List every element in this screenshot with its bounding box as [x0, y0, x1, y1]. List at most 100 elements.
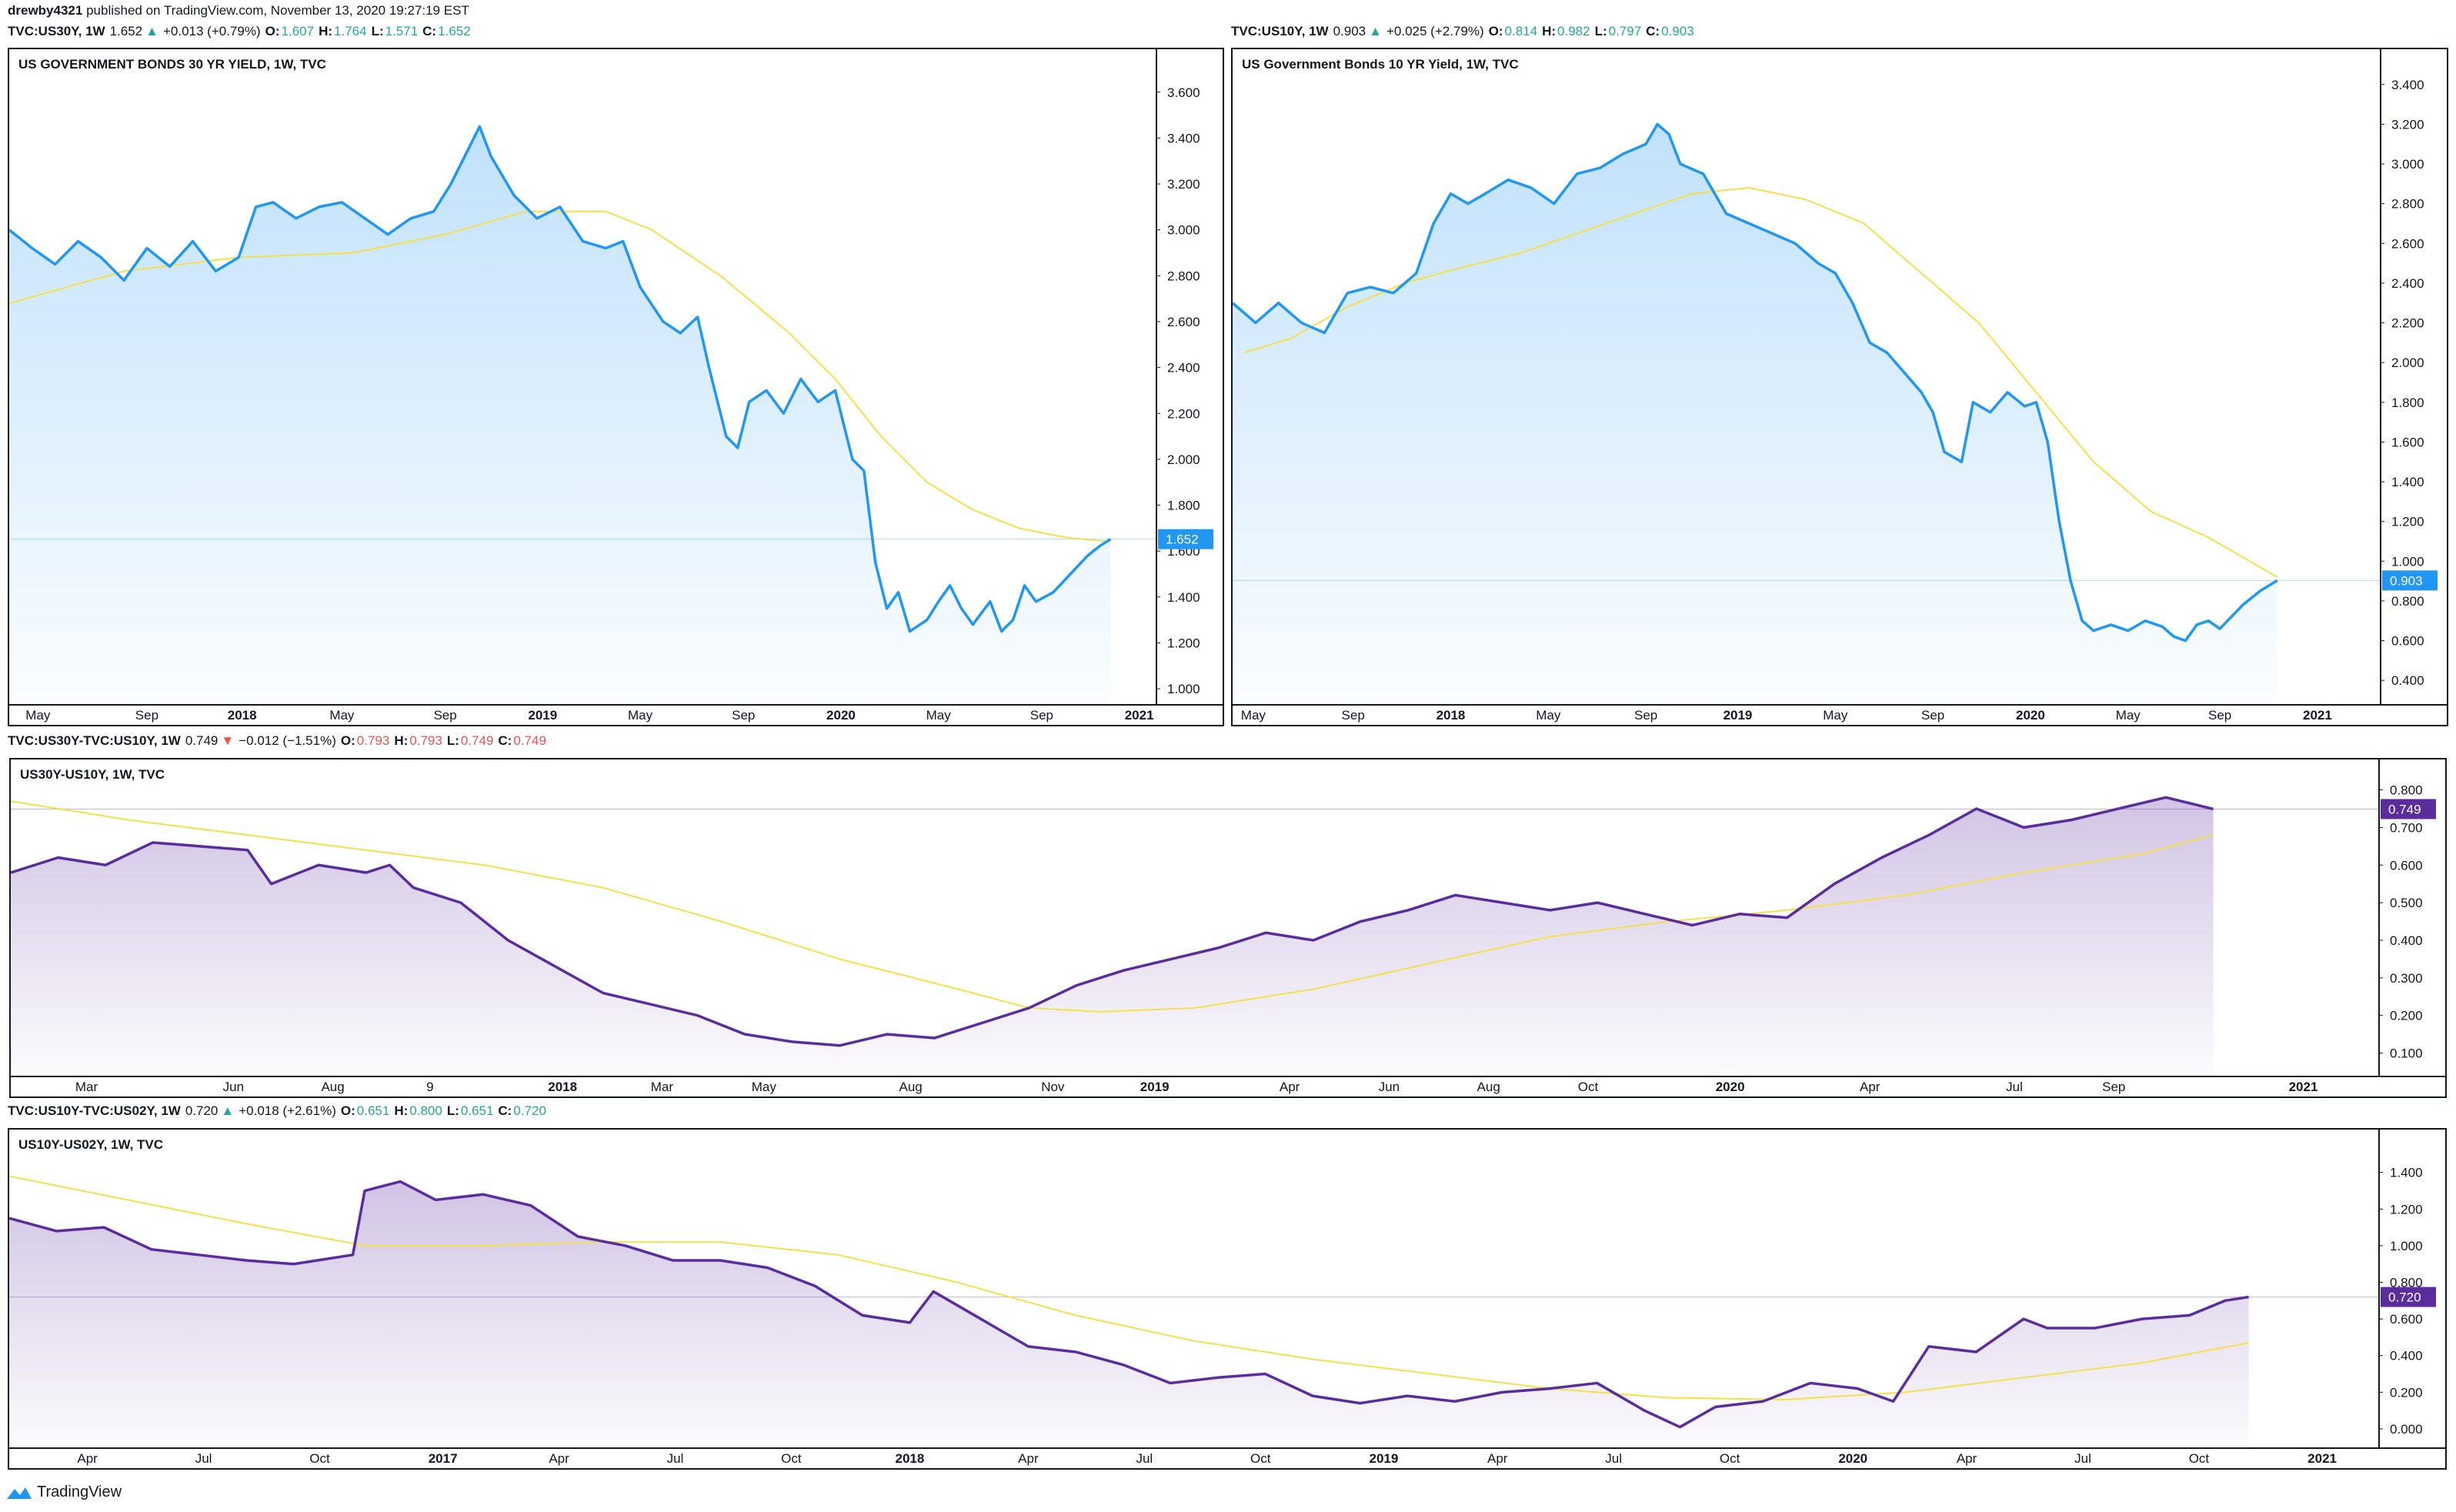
y-tick-label: 2.400	[2391, 276, 2424, 291]
last-price-badge	[2381, 799, 2436, 819]
chart-svg-us30y[interactable]: 3.600 3.400 3.200 3.000 2.800 2.600 2.400 2.200…	[8, 49, 1223, 725]
legend-c-label: C:	[498, 733, 512, 748]
legend-change: −0.012 (−1.51%)	[239, 733, 336, 748]
legend-arrow: ▲	[145, 24, 159, 38]
x-tick-label: Oct	[1578, 1080, 1599, 1094]
x-tick-label: May	[329, 708, 355, 723]
x-tick-label: Jul	[1136, 1451, 1153, 1466]
x-tick-label: Apr	[1957, 1451, 1977, 1466]
legend-open: 0.814	[1504, 24, 1538, 38]
y-tick-label: 1.600	[2391, 435, 2424, 449]
y-tick-label: 2.200	[2391, 316, 2424, 331]
moving-average-line	[10, 800, 2214, 1013]
y-tick-label: 1.400	[2391, 475, 2424, 489]
series-area-fill	[9, 126, 1111, 705]
y-tick-label: 0.200	[2390, 1385, 2423, 1400]
legend-o-label: O:	[265, 24, 280, 38]
chart-svg-spread10-2[interactable]: 1.400 1.200 1.000 0.800 0.600 0.400 0.200 0.000…	[8, 1130, 2445, 1468]
y-tick-label: 2.800	[1167, 269, 1200, 283]
tradingview-logo-text: TradingView	[37, 1484, 122, 1500]
x-tick-label: Sep	[2102, 1080, 2125, 1094]
x-tick-label: 2020	[1716, 1080, 1745, 1094]
y-tick-label: 0.500	[2390, 896, 2423, 910]
tradingview-logo[interactable]: TradingView	[6, 1484, 122, 1501]
chart-title-spread10-2: US10Y-US02Y, 1W, TVC	[18, 1137, 164, 1152]
x-tick-label: Mar	[75, 1080, 98, 1094]
last-price-badge	[2382, 570, 2438, 591]
legend-c-label: C:	[422, 24, 437, 38]
y-tick-label: 3.600	[1167, 85, 1200, 100]
y-tick-label: 3.400	[1167, 131, 1200, 145]
x-tick-label: 2019	[1369, 1451, 1398, 1466]
x-tick-label: 2021	[2303, 708, 2332, 723]
chart-panel-spread10-2[interactable]: 1.400 1.200 1.000 0.800 0.600 0.400 0.200 0.000…	[8, 1128, 2447, 1470]
x-tick-label: Jun	[1379, 1080, 1400, 1094]
legend-l-label: L:	[446, 733, 459, 748]
legend-l-label: L:	[1594, 24, 1607, 38]
legend-o-label: O:	[340, 733, 355, 748]
last-price-badge-label: 0.749	[2388, 802, 2421, 816]
x-tick-label: Oct	[1250, 1451, 1271, 1466]
chart-panel-spread30-10[interactable]: 0.800 0.700 0.600 0.500 0.400 0.300 0.200 0.100…	[9, 758, 2447, 1098]
x-tick-label: Oct	[781, 1451, 802, 1466]
chart-panel-us10y[interactable]: 3.400 3.200 3.000 2.800 2.600 2.400 2.200 2.000…	[1231, 48, 2448, 726]
y-tick-label: 3.400	[2391, 78, 2424, 92]
legend-c-label: C:	[498, 1103, 512, 1118]
y-tick-label: 1.800	[2391, 396, 2424, 410]
y-tick-label: 3.000	[2391, 157, 2424, 172]
legend-high: 1.764	[334, 24, 367, 38]
y-tick-label: 0.600	[2391, 634, 2424, 649]
legend-c-label: C:	[1646, 24, 1660, 38]
x-tick-label: May	[25, 708, 51, 723]
y-tick-label: 2.400	[1167, 361, 1200, 375]
y-tick-label: 2.600	[1167, 315, 1200, 329]
chart-title-us10y: US Government Bonds 10 YR Yield, 1W, TVC	[1242, 57, 1519, 72]
x-tick-label: Jul	[1605, 1451, 1622, 1466]
legend-high: 0.982	[1557, 24, 1590, 38]
legend-close: 0.903	[1661, 24, 1694, 38]
publish-line: drewby4321 published on TradingView.com,…	[8, 3, 469, 18]
y-tick-label: 1.400	[2390, 1166, 2423, 1180]
y-tick-label: 1.000	[2390, 1239, 2423, 1253]
y-tick-label: 0.800	[2391, 594, 2424, 609]
x-tick-label: Apr	[1860, 1080, 1880, 1094]
chart-svg-us10y[interactable]: 3.400 3.200 3.000 2.800 2.600 2.400 2.200 2.000…	[1231, 49, 2447, 725]
x-tick-label: 2020	[1838, 1451, 1867, 1466]
legend-open: 1.607	[281, 24, 315, 38]
y-tick-label: 0.000	[2390, 1422, 2423, 1437]
series-area-fill	[9, 1181, 2249, 1448]
x-tick-label: Aug	[321, 1080, 344, 1094]
chart-svg-spread30-10[interactable]: 0.800 0.700 0.600 0.500 0.400 0.300 0.200 0.100…	[10, 759, 2445, 1096]
x-tick-label: Jul	[2006, 1080, 2023, 1094]
y-tick-label: 0.800	[2390, 1276, 2423, 1290]
x-tick-label: Jul	[667, 1451, 684, 1466]
publisher-name[interactable]: drewby4321	[8, 3, 83, 18]
x-tick-label: 2018	[895, 1451, 924, 1466]
legend-last: 0.749	[185, 733, 219, 748]
y-tick-label: 2.600	[2391, 236, 2424, 251]
y-tick-label: 1.200	[2391, 515, 2424, 529]
y-tick-label: 0.400	[2390, 933, 2423, 948]
y-tick-label: 2.000	[2391, 355, 2424, 370]
legend-open: 0.651	[356, 1103, 390, 1118]
price-line	[8, 125, 1112, 633]
x-tick-label: Jun	[223, 1080, 244, 1094]
last-price-badge-label: 0.720	[2388, 1290, 2421, 1305]
y-tick-label: 0.100	[2390, 1046, 2423, 1061]
legend-close: 0.749	[513, 733, 546, 748]
y-tick-label: 0.600	[2390, 858, 2423, 873]
y-tick-label: 1.000	[2391, 554, 2424, 569]
legend-spread10-2: TVC:US10Y-TVC:US02Y, 1W 0.720 ▲ +0.018 (+2.…	[8, 1103, 546, 1119]
x-tick-label: Aug	[1477, 1080, 1500, 1094]
legend-change: +0.013 (+0.79%)	[162, 24, 261, 38]
series-area-fill	[11, 797, 2214, 1076]
x-tick-label: Aug	[899, 1080, 923, 1094]
x-tick-label: Mar	[651, 1080, 674, 1094]
legend-open: 0.793	[356, 733, 390, 748]
chart-panel-us30y[interactable]: 3.600 3.400 3.200 3.000 2.800 2.600 2.400 2.200…	[8, 48, 1224, 726]
x-tick-label: 2021	[2308, 1451, 2337, 1466]
y-tick-label: 0.800	[2390, 783, 2423, 798]
x-tick-label: 2019	[1140, 1080, 1170, 1094]
x-tick-label: Sep	[1342, 708, 1365, 723]
legend-change: +0.018 (+2.61%)	[239, 1103, 336, 1118]
